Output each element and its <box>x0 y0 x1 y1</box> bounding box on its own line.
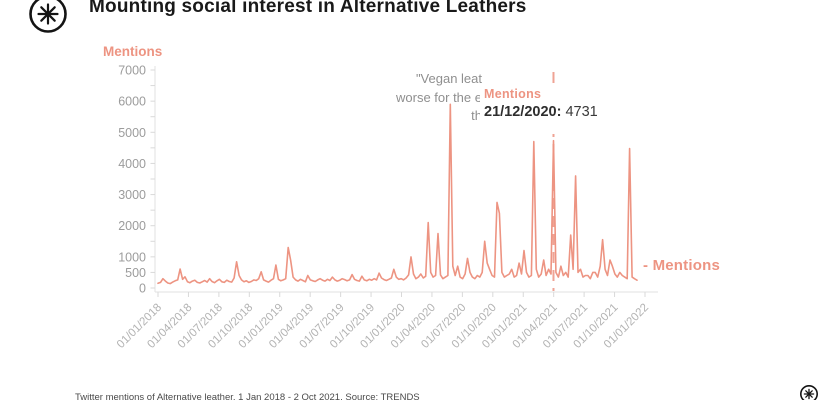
x-axis-ticks: 01/01/201801/04/201801/07/201801/10/2018… <box>115 292 651 351</box>
asterisk-logo-icon <box>29 0 67 33</box>
y-axis-title: Mentions <box>103 44 163 59</box>
series-end-label: - Mentions <box>643 257 720 274</box>
y-axis-ticks: 0 500 1000 2000 3000 4000 5000 6000 7000 <box>118 64 155 296</box>
svg-text:2000: 2000 <box>118 219 146 233</box>
svg-text:0: 0 <box>139 282 146 296</box>
tooltip-value: 4731 <box>565 104 598 120</box>
annotation-line: th <box>471 108 482 123</box>
svg-text:4000: 4000 <box>118 157 146 171</box>
tooltip-readout: 21/12/2020: 4731 <box>484 104 648 120</box>
annotation-line: "Vegan leat <box>415 71 482 86</box>
svg-text:5000: 5000 <box>118 126 146 140</box>
svg-text:6000: 6000 <box>118 95 146 109</box>
footer-caption: Twitter mentions of Alternative leather,… <box>75 392 420 400</box>
tooltip-series-label: Mentions <box>484 87 542 101</box>
tooltip-date: 21/12/2020: <box>484 104 562 120</box>
svg-text:7000: 7000 <box>118 64 146 78</box>
page-title: Mounting social interest in Alternative … <box>89 0 527 17</box>
svg-text:500: 500 <box>125 266 146 280</box>
annotation-line: worse for the e <box>396 89 482 105</box>
mentions-series-line <box>157 103 638 285</box>
chart-annotation-quote: "Vegan leat worse for the e th <box>298 70 482 126</box>
asterisk-logo-small-icon <box>800 385 818 400</box>
chart-tooltip: Mentions 21/12/2020: 4731 <box>480 84 652 134</box>
svg-text:3000: 3000 <box>118 188 146 202</box>
svg-text:1000: 1000 <box>118 250 146 264</box>
